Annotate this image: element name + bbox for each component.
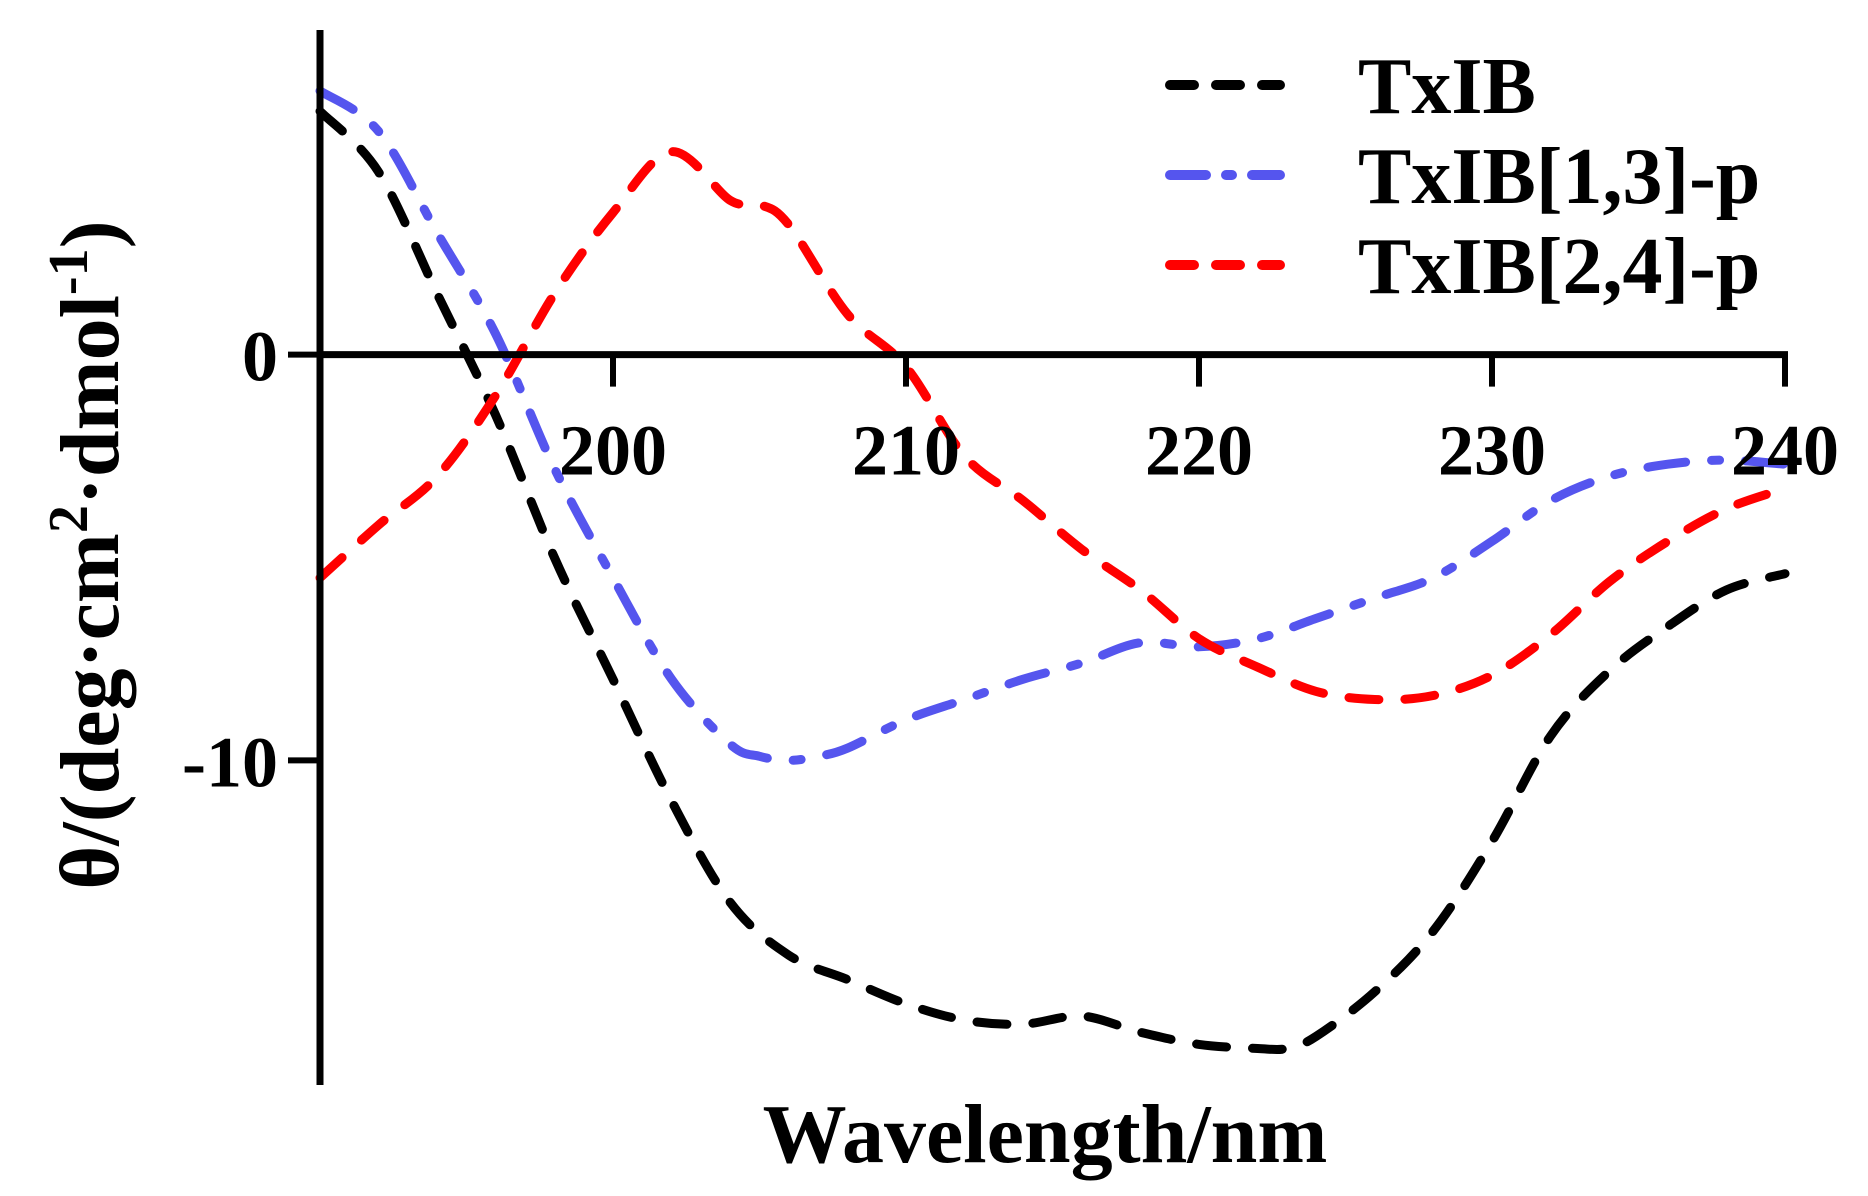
y-tick-label: -10 (182, 722, 278, 802)
y-ticks: 0 -10 (182, 317, 320, 802)
x-tick-label: 240 (1731, 411, 1839, 491)
series-line-3 (315, 147, 1790, 705)
y-tick-label: 0 (242, 317, 278, 397)
y-axis-title-sup-2: -1 (38, 248, 100, 295)
x-tick-label: 200 (559, 411, 667, 491)
legend-label-2: TxIB[1,3]-p (1358, 133, 1760, 221)
y-axis-title-mid: ·dmol (44, 295, 137, 505)
series-line-2 (315, 86, 1790, 765)
x-tick-label: 210 (852, 411, 960, 491)
x-tick-label: 220 (1145, 411, 1253, 491)
x-tick-label: 230 (1438, 411, 1546, 491)
x-axis-title: Wavelength/nm (763, 1088, 1328, 1181)
x-ticks: 200 210 220 230 240 (559, 354, 1839, 491)
y-axis-title: θ/(deg·cm2·dmol-1) (38, 220, 137, 889)
legend-label-3: TxIB[2,4]-p (1358, 223, 1760, 311)
legend-label-1: TxIB (1358, 43, 1536, 131)
axes: 200 210 220 230 240 0 -10 (182, 30, 1839, 1085)
y-axis-title-base: θ/(deg·cm (44, 533, 137, 889)
series-line-1 (315, 106, 1790, 1055)
data-lines (315, 86, 1790, 1055)
y-axis-title-end: ) (44, 220, 137, 248)
y-axis-title-sup-1: 2 (38, 505, 100, 533)
